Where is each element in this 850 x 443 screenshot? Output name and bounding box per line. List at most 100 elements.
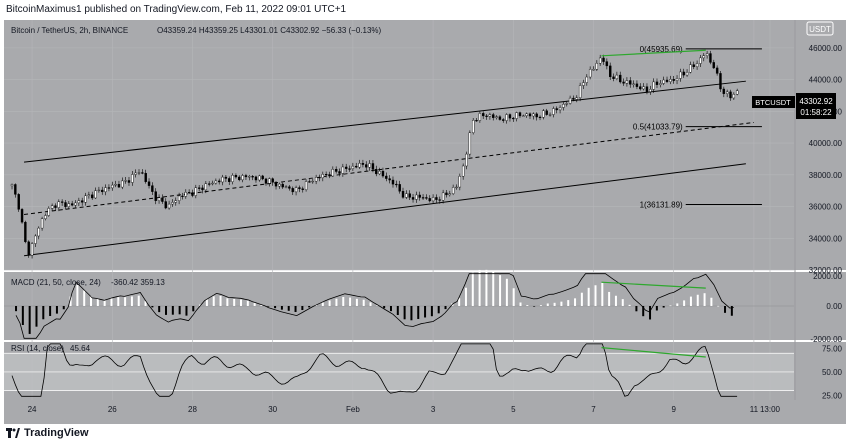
candle-body (411, 197, 415, 200)
candle-body (649, 89, 652, 92)
macd-histogram-bar (580, 292, 583, 306)
price-divergence-line (601, 49, 706, 57)
candle-body (468, 132, 472, 155)
candle-body (355, 165, 358, 168)
currency-badge[interactable] (806, 21, 834, 36)
candle-body (261, 175, 264, 180)
macd-histogram-bar (55, 306, 58, 314)
candle-body (94, 190, 97, 199)
candle-body (388, 178, 391, 181)
macd-histogram-bar (587, 287, 590, 306)
macd-histogram-bar (212, 296, 215, 306)
candle-body (365, 164, 368, 168)
macd-histogram-bar (369, 302, 372, 306)
candle-body (585, 76, 589, 83)
candle-body (615, 74, 619, 79)
candle-body (301, 188, 304, 190)
candle-body (101, 189, 104, 193)
candle-body (97, 189, 101, 192)
macd-histogram-bar (171, 306, 174, 315)
candle-body (645, 86, 649, 92)
macd-histogram-bar (321, 302, 324, 306)
macd-histogram-bar (614, 295, 617, 306)
x-axis-tick-label: 9 (671, 405, 676, 414)
macd-axis-tick-label: -2000.00 (810, 335, 842, 344)
candle-body (542, 110, 545, 118)
symbol-legend: Bitcoin / TetherUS, 2h, BINANCE (11, 26, 128, 35)
candle-body (685, 71, 689, 76)
candle-body (84, 195, 87, 203)
price-pane-background (4, 20, 846, 270)
macd-histogram-bar (730, 306, 733, 316)
candle-body (361, 163, 365, 165)
macd-histogram-bar (621, 299, 624, 306)
candle-body (348, 168, 351, 170)
currency-badge-label: USDT (809, 25, 831, 34)
candle-body (448, 193, 451, 196)
candle-body (154, 191, 157, 201)
candle-body (191, 192, 194, 196)
x-axis-tick-label: 11 (750, 405, 759, 414)
candle-body (151, 185, 154, 192)
macd-histogram-bar (69, 296, 72, 306)
macd-series (4, 269, 794, 339)
candle-body (34, 235, 37, 244)
macd-histogram-bar (49, 306, 52, 316)
macd-axis-tick-label: 2000.00 (813, 272, 842, 281)
candle-body (625, 80, 629, 84)
candle-body (37, 227, 40, 237)
macd-histogram-bar (76, 284, 79, 306)
macd-histogram-bar (233, 299, 236, 306)
chart-svg[interactable]: 0(45935.69) 0.5(41033.79) 1(36131.89) 24 26… (4, 20, 846, 424)
candle-body (672, 79, 675, 81)
candle-body (294, 187, 298, 193)
candle-body (428, 198, 431, 202)
macd-histogram-bar (505, 278, 508, 306)
candle-body (281, 183, 284, 188)
candle-body (482, 113, 485, 117)
candle-body (127, 180, 131, 183)
macd-histogram-bar (655, 306, 658, 311)
candle-body (639, 86, 642, 90)
candle-body (415, 194, 418, 200)
macd-histogram-bar (246, 300, 249, 306)
fib-levels: 0(45935.69) 0.5(41033.79) 1(36131.89) (633, 45, 762, 209)
macd-histogram-bar (274, 306, 277, 309)
candle-body (602, 57, 605, 62)
macd-histogram-bar (519, 302, 522, 306)
candle-body (562, 104, 565, 108)
macd-histogram-bar (301, 306, 304, 311)
candle-body (187, 192, 191, 194)
macd-histogram-bar (226, 298, 229, 306)
macd-histogram-bar (574, 298, 577, 306)
rsi-axis-tick-label: 50.00 (822, 368, 843, 377)
macd-histogram-bar (376, 305, 379, 306)
candle-body (10, 184, 14, 187)
channel-upper-line (23, 80, 746, 163)
candle-body (632, 83, 635, 85)
candle-body (368, 163, 371, 168)
candle-body (231, 175, 234, 182)
footer: TradingView (0, 424, 850, 443)
macd-axis-tick-label: 0.00 (826, 302, 842, 311)
candle-body (555, 108, 558, 111)
chart-area[interactable]: 0(45935.69) 0.5(41033.79) 1(36131.89) 24 26… (4, 20, 846, 424)
bar-countdown: 01:58:22 (800, 108, 832, 117)
candle-body (702, 55, 705, 59)
candle-body (385, 175, 388, 179)
candle-body (719, 73, 722, 90)
macd-divergence-line (601, 281, 706, 289)
candle-body (338, 171, 341, 174)
candle-body (598, 57, 602, 64)
macd-legend: MACD (21, 50, close, 24) (11, 278, 101, 287)
x-axis-tick-label: 7 (591, 405, 596, 414)
rsi-value: 45.64 (70, 344, 91, 353)
price-axis-tick-label: 44000.00 (809, 76, 843, 85)
candle-body (371, 163, 375, 170)
macd-histogram-bar (308, 306, 311, 308)
candle-body (57, 201, 61, 208)
fib-level-label: 0.5(41033.79) (633, 123, 683, 132)
macd-histogram-bar (662, 306, 665, 308)
candle-body (622, 81, 625, 84)
macd-histogram-bar (649, 306, 652, 320)
